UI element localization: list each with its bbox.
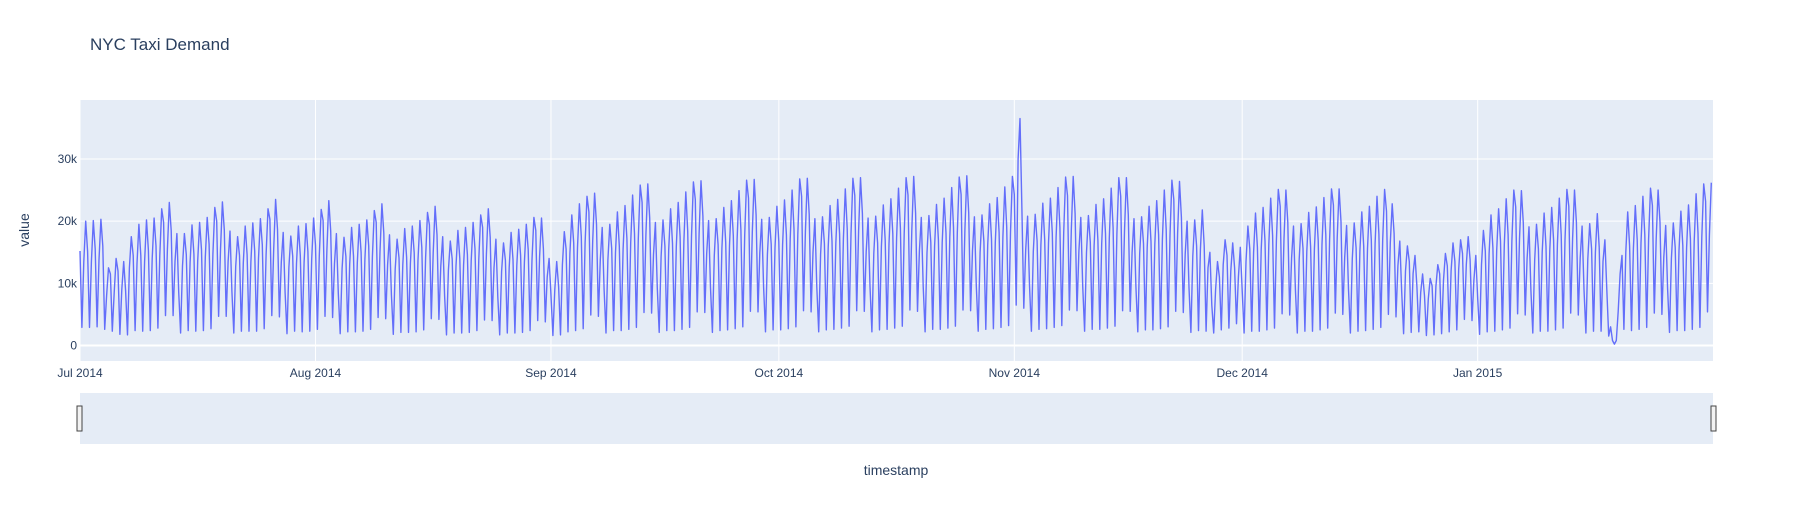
x-tick-label: Jul 2014 (57, 366, 103, 380)
y-gridlines (80, 158, 1713, 347)
x-tick-label: Oct 2014 (754, 366, 803, 380)
rangeslider[interactable] (80, 393, 1713, 444)
x-tick-label: Sep 2014 (525, 366, 577, 380)
x-tick-label: Aug 2014 (290, 366, 342, 380)
y-tick-label: 10k (58, 276, 78, 290)
series-layer (79, 117, 1712, 345)
x-tick-label: Dec 2014 (1217, 366, 1269, 380)
y-axis-title: value (16, 213, 32, 247)
chart-title: NYC Taxi Demand (90, 35, 230, 54)
x-tick-labels: Jul 2014 Aug 2014 Sep 2014 Oct 2014 Nov 2014… (57, 366, 1502, 380)
x-gridlines (79, 100, 1479, 361)
x-tick-label: Nov 2014 (989, 366, 1041, 380)
y-tick-label: 30k (58, 152, 78, 166)
rangeslider-handle-right[interactable] (1710, 405, 1717, 432)
rangeslider-handle-left[interactable] (76, 405, 83, 432)
y-tick-label: 20k (58, 214, 78, 228)
series-line[interactable] (79, 117, 1712, 345)
x-tick-label: Jan 2015 (1453, 366, 1503, 380)
y-tick-labels: 0 10k 20k 30k (58, 152, 78, 352)
x-axis-title: timestamp (864, 462, 929, 478)
y-tick-label: 0 (70, 338, 77, 352)
